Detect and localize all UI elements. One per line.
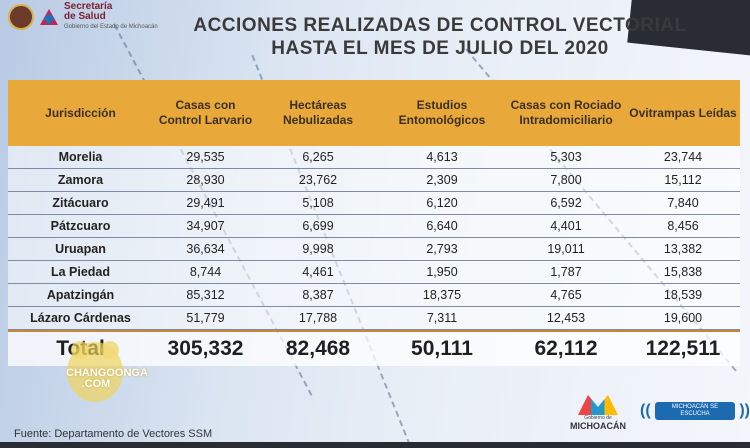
value-cell: 1,950 [426,265,458,279]
value-cell: 9,998 [302,242,334,256]
value-cell: 18,539 [663,288,703,302]
value-cell: 7,800 [550,173,582,187]
jurisdiccion-cell: Zitácuaro [52,196,109,210]
value-cell: 29,535 [186,150,225,164]
table-row: Pátzcuaro 34,907 6,699 6,640 4,401 8,456 [8,215,740,238]
value-cell: 34,907 [186,219,225,233]
watermark-text: CHANGOONGA .COM [66,367,148,390]
value-cell: 23,762 [298,173,338,187]
sound-wave-icon: )) [739,402,750,419]
state-seal-icon [8,4,34,30]
value-cell: 6,699 [302,219,334,233]
col-header-control-larvario: Casas con Control Larvario [158,98,253,127]
value-cell: 17,788 [298,311,338,325]
total-cell: 82,468 [285,337,351,360]
value-cell: 13,382 [663,242,703,256]
se-escucha-logo: (( MICHOACÁN SE ESCUCHA )) [640,402,750,420]
value-cell: 4,401 [550,219,582,233]
col-header-hectareas: Hectáreas Nebulizadas [282,98,354,127]
value-cell: 1,787 [550,265,582,279]
value-cell: 19,600 [663,311,703,325]
michoacan-mark-icon [578,395,618,415]
value-cell: 8,456 [667,219,699,233]
value-cell: 29,491 [186,196,225,210]
value-cell: 6,265 [302,150,334,164]
department-name: Secretaría de Salud Gobierno del Estado … [64,1,158,31]
value-cell: 5,303 [550,150,582,164]
total-cell: 305,332 [167,337,244,360]
table-row: Morelia 29,535 6,265 4,613 5,303 23,744 [8,146,740,169]
value-cell: 15,838 [663,265,703,279]
value-cell: 15,112 [664,173,702,187]
col-header-estudios: Estudios Entomológicos [398,98,486,127]
table-row: Apatzingán 85,312 8,387 18,375 4,765 18,539 [8,284,740,307]
value-cell: 4,765 [550,288,582,302]
value-cell: 12,453 [546,311,586,325]
header-logo: Secretaría de Salud Gobierno del Estado … [8,2,158,32]
col-header-ovitrampas: Ovitrampas Leídas [629,105,737,120]
jurisdiccion-cell: Apatzingán [46,288,115,302]
value-cell: 7,311 [426,311,458,325]
value-cell: 8,744 [189,265,222,279]
jurisdiccion-cell: Lázaro Cárdenas [30,311,131,325]
value-cell: 19,011 [547,242,585,256]
department-subtitle: Gobierno del Estado de Michoacán [64,24,158,30]
table-row: Zamora 28,930 23,762 2,309 7,800 15,112 [8,169,740,192]
se-escucha-text: MICHOACÁN SE ESCUCHA [654,402,736,420]
value-cell: 28,930 [186,173,225,187]
value-cell: 8,387 [302,288,334,302]
jurisdiccion-cell: La Piedad [50,265,111,279]
slide-title: ACCIONES REALIZADAS DE CONTROL VECTORIAL… [170,14,710,60]
table-header: Jurisdicción Casas con Control Larvario … [8,80,740,146]
value-cell: 4,461 [302,265,334,279]
table-body: Morelia 29,535 6,265 4,613 5,303 23,744 Zamora… [8,146,740,330]
title-line-2: HASTA EL MES DE JULIO DEL 2020 [271,38,609,59]
value-cell: 5,108 [302,196,334,210]
value-cell: 2,793 [426,242,458,256]
value-cell: 7,840 [667,196,699,210]
col-header-rociado: Casas con Rociado Intradomiciliario [510,98,622,127]
salud-logo-icon [40,9,58,25]
sound-wave-icon: (( [640,402,651,419]
total-cell: 122,511 [645,337,721,360]
screen-edge [0,442,750,448]
table-row: Lázaro Cárdenas 51,779 17,788 7,311 12,453 19… [8,307,740,330]
value-cell: 2,309 [426,173,458,187]
table-row: Uruapan 36,634 9,998 2,793 19,011 13,382 [8,238,740,261]
total-cell: 62,112 [534,337,598,360]
value-cell: 6,592 [550,196,582,210]
jurisdiccion-cell: Zamora [57,173,104,187]
total-cell: 50,111 [411,337,473,360]
value-cell: 51,779 [186,311,225,325]
jurisdiccion-cell: Uruapan [55,242,106,256]
value-cell: 6,120 [426,196,458,210]
value-cell: 23,744 [663,150,703,164]
value-cell: 85,312 [186,288,225,302]
jurisdiccion-cell: Morelia [58,150,103,164]
title-line-1: ACCIONES REALIZADAS DE CONTROL VECTORIAL [193,15,687,36]
watermark-monkey-icon [67,341,123,402]
table-row: La Piedad 8,744 4,461 1,950 1,787 15,838 [8,261,740,284]
vector-control-table: Jurisdicción Casas con Control Larvario … [8,80,740,366]
value-cell: 18,375 [422,288,462,302]
michoacan-logo: Gobierno de MICHOACÁN [570,395,626,431]
value-cell: 36,634 [186,242,225,256]
jurisdiccion-cell: Pátzcuaro [50,219,111,233]
table-row: Zitácuaro 29,491 5,108 6,120 6,592 7,840 [8,192,740,215]
value-cell: 6,640 [426,219,458,233]
value-cell: 4,613 [426,150,458,164]
total-row: Total 305,332 82,468 50,111 62,112 122,5… [8,330,740,366]
source-footer: Fuente: Departamento de Vectores SSM [14,428,213,440]
col-header-jurisdiccion: Jurisdicción [45,105,116,120]
